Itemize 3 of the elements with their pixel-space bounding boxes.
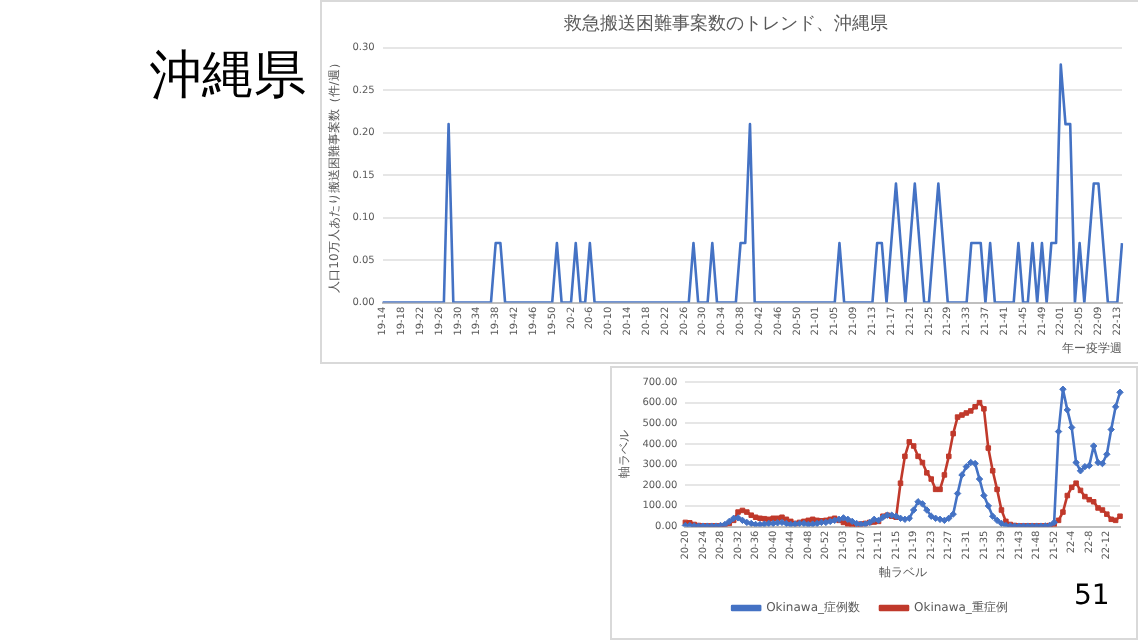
chart-title: 救急搬送困難事案数のトレンド、沖縄県 [562, 13, 888, 36]
text: 51 [1074, 580, 1110, 612]
text: 沖縄県 [150, 44, 306, 110]
